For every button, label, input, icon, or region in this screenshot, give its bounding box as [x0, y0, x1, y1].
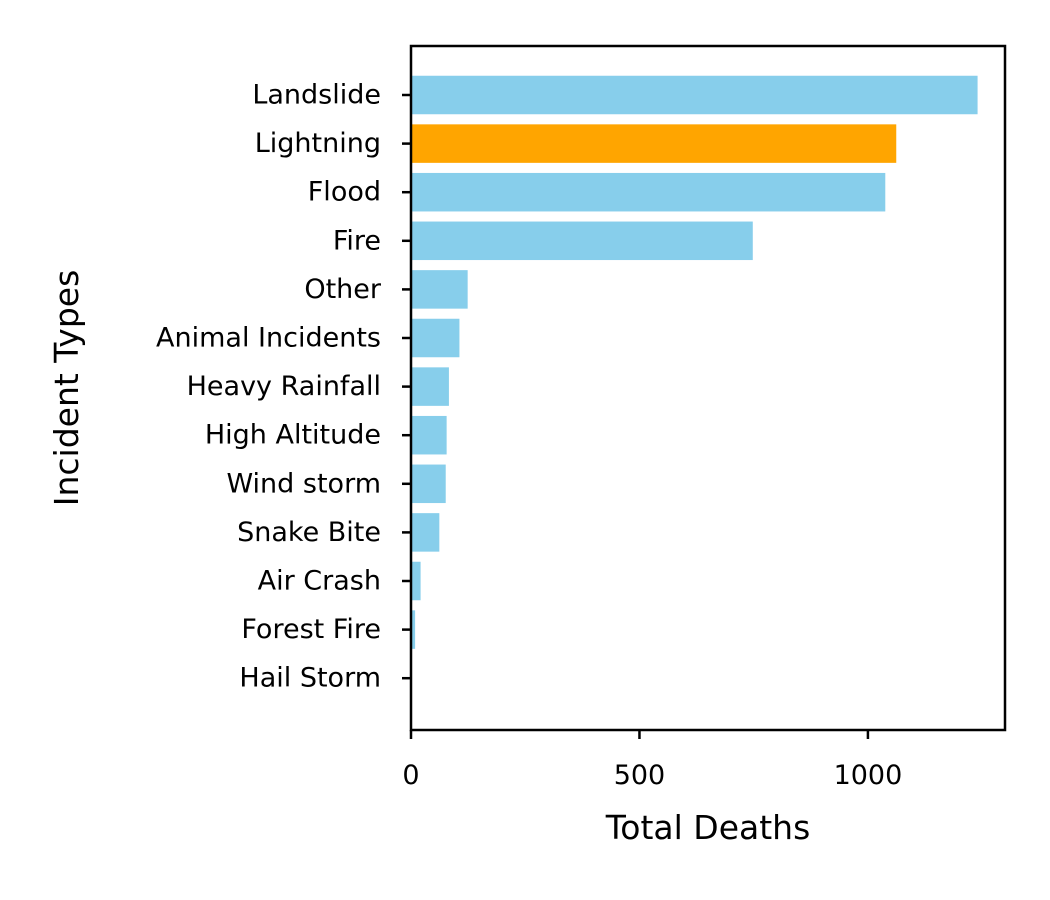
- y-tick-label: Air Crash: [258, 566, 381, 597]
- bar-air-crash: [411, 561, 421, 601]
- x-tick-label: 0: [402, 760, 419, 791]
- bar-other: [411, 270, 468, 309]
- x-axis: 0 500 1000: [402, 730, 902, 791]
- y-tick-label: Snake Bite: [237, 517, 381, 548]
- x-tick-label: 500: [614, 760, 666, 791]
- bar-high-altitude: [411, 415, 447, 455]
- y-tick-label: Animal Incidents: [156, 323, 381, 354]
- y-axis-title: Incident Types: [47, 270, 86, 507]
- y-tick-label: Wind storm: [226, 468, 381, 499]
- plot-frame: [409, 44, 1007, 732]
- bar-wind-storm: [411, 464, 446, 504]
- bar-animal-incidents: [411, 318, 460, 358]
- y-tick-label: Heavy Rainfall: [187, 371, 381, 402]
- y-tick-label: Landslide: [252, 80, 381, 111]
- x-axis-title: Total Deaths: [605, 808, 811, 847]
- y-tick-label: High Altitude: [205, 420, 381, 451]
- y-tick-label: Other: [304, 274, 382, 305]
- y-axis: Landslide Lightning Flood Fire Other Animal I…: [156, 80, 411, 694]
- bar-landslide: [411, 75, 978, 115]
- y-tick-label: Forest Fire: [241, 614, 381, 645]
- bar-lightning: [411, 124, 897, 163]
- bar-heavy-rainfall: [411, 367, 449, 406]
- y-tick-label: Flood: [308, 177, 381, 208]
- y-tick-label: Lightning: [255, 128, 381, 159]
- bar-flood: [411, 172, 886, 212]
- bars-group: [411, 75, 978, 649]
- y-tick-label: Fire: [333, 225, 381, 256]
- bar-snake-bite: [411, 513, 440, 552]
- y-tick-label: Hail Storm: [239, 663, 381, 694]
- x-tick-label: 1000: [834, 760, 903, 791]
- bar-forest-fire: [411, 610, 416, 649]
- bar-fire: [411, 221, 753, 261]
